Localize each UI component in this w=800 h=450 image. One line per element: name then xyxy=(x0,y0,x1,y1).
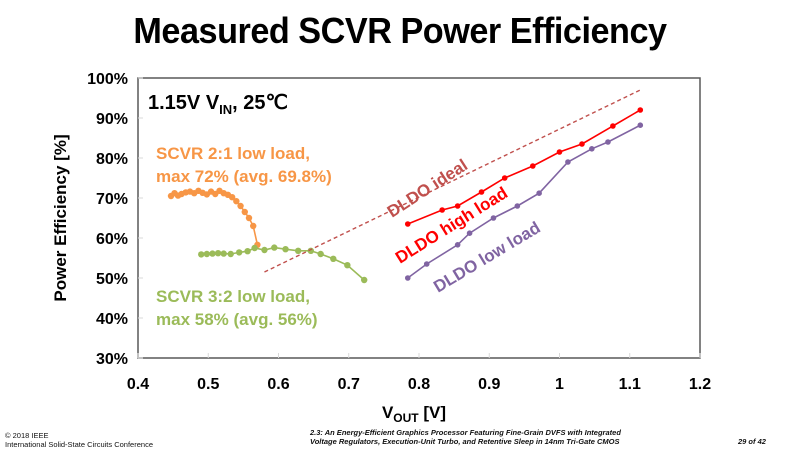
data-point xyxy=(404,275,411,281)
x-tick-label: 0.8 xyxy=(408,376,430,393)
x-tick-label: 0.5 xyxy=(197,376,219,393)
x-axis-label-tail: [V] xyxy=(419,403,446,422)
data-point xyxy=(589,146,595,152)
data-point xyxy=(245,214,253,222)
x-tick-label: 0.4 xyxy=(127,376,149,393)
condition-label-main: 1.15V V xyxy=(148,92,220,114)
data-point xyxy=(514,203,521,209)
data-point xyxy=(637,122,644,128)
y-tick-label: 40% xyxy=(96,311,128,328)
footer-copyright-line2: International Solid-State Circuits Confe… xyxy=(5,440,153,449)
data-point xyxy=(361,276,368,284)
annotation-scvr-2-1-line1: SCVR 2:1 low load, xyxy=(156,144,310,163)
data-point xyxy=(220,250,227,257)
x-tick-label: 1.1 xyxy=(619,376,641,393)
y-tick-label: 70% xyxy=(96,191,128,208)
data-point xyxy=(404,221,411,227)
series-dldo-high-load xyxy=(404,107,644,227)
data-point xyxy=(294,247,302,254)
y-axis-ticks: 30% 40% 50% 60% 70% 80% 90% 100% xyxy=(87,71,143,368)
data-point xyxy=(203,250,211,258)
x-tick-label: 0.9 xyxy=(478,376,500,393)
data-point xyxy=(198,251,205,258)
data-point xyxy=(241,208,248,216)
data-point xyxy=(439,207,445,213)
data-point xyxy=(423,261,430,267)
series-scvr-3-2-low-load xyxy=(198,244,368,284)
data-point xyxy=(605,139,611,145)
x-axis-label: VOUT [V] xyxy=(382,403,446,425)
data-point xyxy=(490,215,497,221)
data-point xyxy=(235,249,243,256)
series-scvr-2-1-low-load xyxy=(167,187,261,248)
data-point xyxy=(556,149,563,155)
slide-title: Measured SCVR Power Efficiency xyxy=(133,10,667,51)
data-point xyxy=(466,230,473,236)
x-tick-label: 1.2 xyxy=(689,376,711,393)
data-point xyxy=(209,250,216,257)
data-point xyxy=(501,175,508,181)
x-tick-label: 1 xyxy=(555,376,564,393)
y-axis-label: Power Efficiency [%] xyxy=(51,134,70,301)
footer-paper-line2: Voltage Regulators, Execution-Unit Turbo… xyxy=(310,437,620,446)
footer-paper-line1: 2.3: An Energy-Efficient Graphics Proces… xyxy=(310,428,621,437)
data-point xyxy=(478,189,485,195)
annotation-scvr-2-1-line2: max 72% (avg. 69.8%) xyxy=(156,167,332,186)
data-point xyxy=(344,262,351,269)
data-point xyxy=(610,123,616,129)
data-point xyxy=(330,255,337,262)
plot-area xyxy=(137,77,701,359)
page-number: 29 of 42 xyxy=(738,437,766,446)
data-point xyxy=(214,250,222,257)
condition-label: 1.15V VIN, 25℃ xyxy=(148,92,288,117)
footer-paper-title: 2.3: An Energy-Efficient Graphics Proces… xyxy=(310,428,621,446)
y-tick-label: 50% xyxy=(96,271,128,288)
data-point xyxy=(227,250,234,258)
series-line-dldo-high-load xyxy=(407,109,641,225)
x-tick-label: 0.6 xyxy=(267,376,289,393)
footer-copyright: © 2018 IEEE International Solid-State Ci… xyxy=(5,431,153,449)
data-point xyxy=(237,202,244,210)
data-point xyxy=(282,246,289,253)
data-point xyxy=(637,107,644,113)
data-point xyxy=(317,250,324,258)
data-point xyxy=(454,203,461,209)
y-tick-label: 60% xyxy=(96,231,128,248)
y-tick-label: 100% xyxy=(87,71,128,88)
y-tick-label: 90% xyxy=(96,111,128,128)
series-layer xyxy=(167,89,644,284)
footer-copyright-line1: © 2018 IEEE xyxy=(5,431,49,440)
condition-label-sub: IN xyxy=(219,102,232,117)
data-point xyxy=(251,244,258,252)
data-point xyxy=(536,190,542,196)
data-point xyxy=(261,246,268,254)
x-tick-label: 0.7 xyxy=(338,376,360,393)
x-axis-label-sub: OUT xyxy=(393,411,419,425)
data-point xyxy=(228,194,236,201)
data-point xyxy=(307,247,315,254)
data-point xyxy=(244,248,251,255)
data-point xyxy=(233,198,240,205)
condition-label-tail: , 25℃ xyxy=(232,92,288,114)
x-axis-label-main: V xyxy=(382,403,394,422)
data-point xyxy=(271,244,278,251)
data-point xyxy=(579,141,585,147)
annotation-scvr-3-2-line1: SCVR 3:2 low load, xyxy=(156,287,310,306)
x-axis-ticks: 0.4 0.5 0.6 0.7 0.8 0.9 1 1.1 1.2 xyxy=(127,353,711,393)
y-tick-label: 80% xyxy=(96,151,128,168)
data-point xyxy=(454,242,461,248)
annotation-scvr-3-2-line2: max 58% (avg. 56%) xyxy=(156,310,318,329)
data-point xyxy=(565,159,571,165)
series-dldo-low-load xyxy=(404,122,644,281)
data-point xyxy=(530,163,536,169)
data-point xyxy=(250,222,257,230)
y-tick-label: 30% xyxy=(96,351,128,368)
